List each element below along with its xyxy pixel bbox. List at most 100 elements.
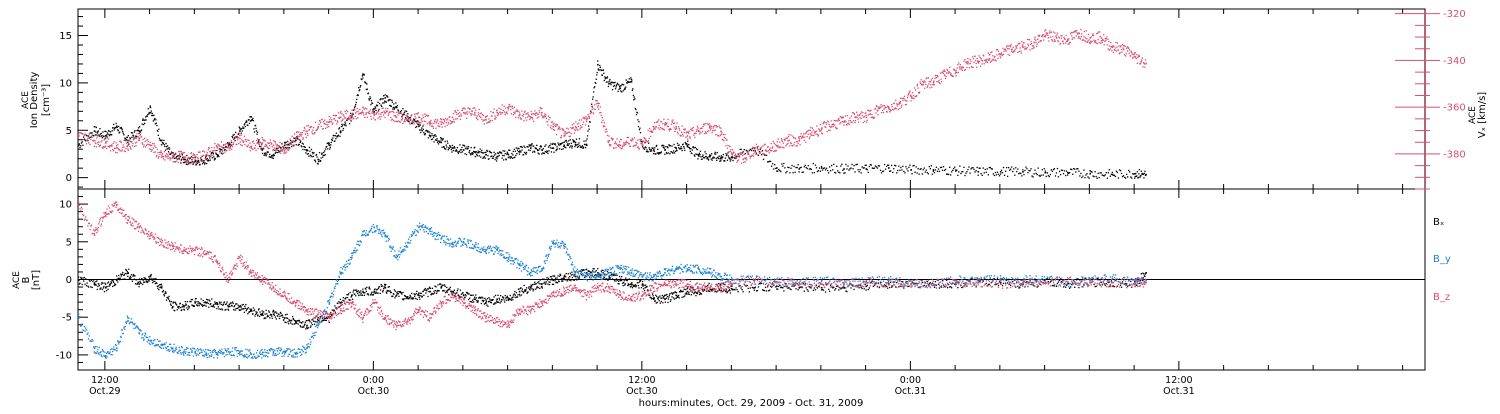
data-point — [355, 106, 356, 107]
data-point — [393, 107, 394, 108]
data-point — [600, 106, 601, 107]
data-point — [548, 146, 549, 147]
data-point — [166, 300, 167, 301]
data-value-point — [933, 169, 935, 171]
data-point — [220, 302, 221, 303]
data-point — [369, 111, 370, 112]
data-point — [473, 301, 474, 302]
data-point — [224, 147, 225, 148]
data-point — [880, 107, 881, 108]
data-value-point — [899, 103, 901, 105]
data-point — [348, 117, 349, 118]
data-point — [1048, 37, 1049, 38]
data-point — [417, 123, 418, 124]
data-point — [529, 119, 530, 120]
data-value-point — [731, 157, 733, 159]
data-point — [220, 309, 221, 310]
data-point — [444, 121, 445, 122]
data-point — [393, 103, 394, 104]
data-point — [907, 97, 908, 98]
data-point — [194, 301, 195, 302]
data-point — [124, 278, 125, 279]
data-point — [547, 151, 548, 152]
data-point — [484, 156, 485, 157]
data-point — [1053, 41, 1054, 42]
data-point — [683, 144, 684, 145]
data-point — [312, 318, 313, 319]
data-point — [438, 123, 439, 124]
data-point — [383, 288, 384, 289]
data-point — [903, 98, 904, 99]
data-point — [108, 131, 109, 132]
data-point — [95, 134, 96, 135]
data-point — [127, 142, 128, 143]
data-point — [673, 150, 674, 151]
data-point — [285, 322, 286, 323]
data-point — [893, 168, 894, 169]
data-point — [859, 171, 860, 172]
data-point — [139, 278, 140, 279]
data-point — [269, 317, 270, 318]
data-value-point — [631, 81, 633, 83]
data-point — [716, 160, 717, 161]
data-point — [541, 146, 542, 147]
data-value-point — [418, 117, 420, 119]
data-point — [454, 290, 455, 291]
data-point — [594, 104, 595, 105]
data-point — [115, 152, 116, 153]
data-point — [628, 137, 629, 138]
data-point — [99, 136, 100, 137]
data-point — [101, 140, 102, 141]
data-point — [345, 297, 346, 298]
data-point — [619, 141, 620, 142]
data-point — [488, 158, 489, 159]
data-point — [593, 113, 594, 114]
data-point — [372, 111, 373, 112]
data-point — [92, 132, 93, 133]
data-point — [235, 310, 236, 311]
data-point — [418, 112, 419, 113]
data-point — [246, 310, 247, 311]
data-point — [791, 165, 792, 166]
data-point — [523, 114, 524, 115]
data-point — [745, 161, 746, 162]
data-point — [654, 147, 655, 148]
data-point — [702, 155, 703, 156]
data-point — [625, 88, 626, 89]
data-point — [393, 112, 394, 113]
data-point — [441, 139, 442, 140]
data-point — [164, 144, 165, 145]
data-point — [1036, 173, 1037, 174]
data-point — [370, 109, 371, 110]
data-point — [447, 118, 448, 119]
data-point — [304, 127, 305, 128]
data-point — [1002, 172, 1003, 173]
data-point — [582, 145, 583, 146]
data-point — [921, 168, 922, 169]
data-point — [541, 114, 542, 115]
data-point — [182, 304, 183, 305]
data-point — [953, 168, 954, 169]
data-point — [744, 154, 745, 155]
data-point — [940, 79, 941, 80]
data-value-point — [843, 121, 845, 123]
data-point — [1041, 175, 1042, 176]
data-point — [262, 153, 263, 154]
data-point — [899, 170, 900, 171]
data-point — [585, 116, 586, 117]
data-value-point — [474, 112, 476, 114]
data-point — [1051, 169, 1052, 170]
data-point — [565, 131, 566, 132]
data-point — [476, 300, 477, 301]
data-value-point — [94, 130, 96, 132]
data-point — [854, 122, 855, 123]
data-point — [335, 120, 336, 121]
data-point — [203, 300, 204, 301]
data-point — [350, 113, 351, 114]
data-point — [245, 304, 246, 305]
data-point — [673, 144, 674, 145]
data-point — [247, 146, 248, 147]
data-point — [384, 102, 385, 103]
data-point — [664, 154, 665, 155]
data-point — [125, 273, 126, 274]
